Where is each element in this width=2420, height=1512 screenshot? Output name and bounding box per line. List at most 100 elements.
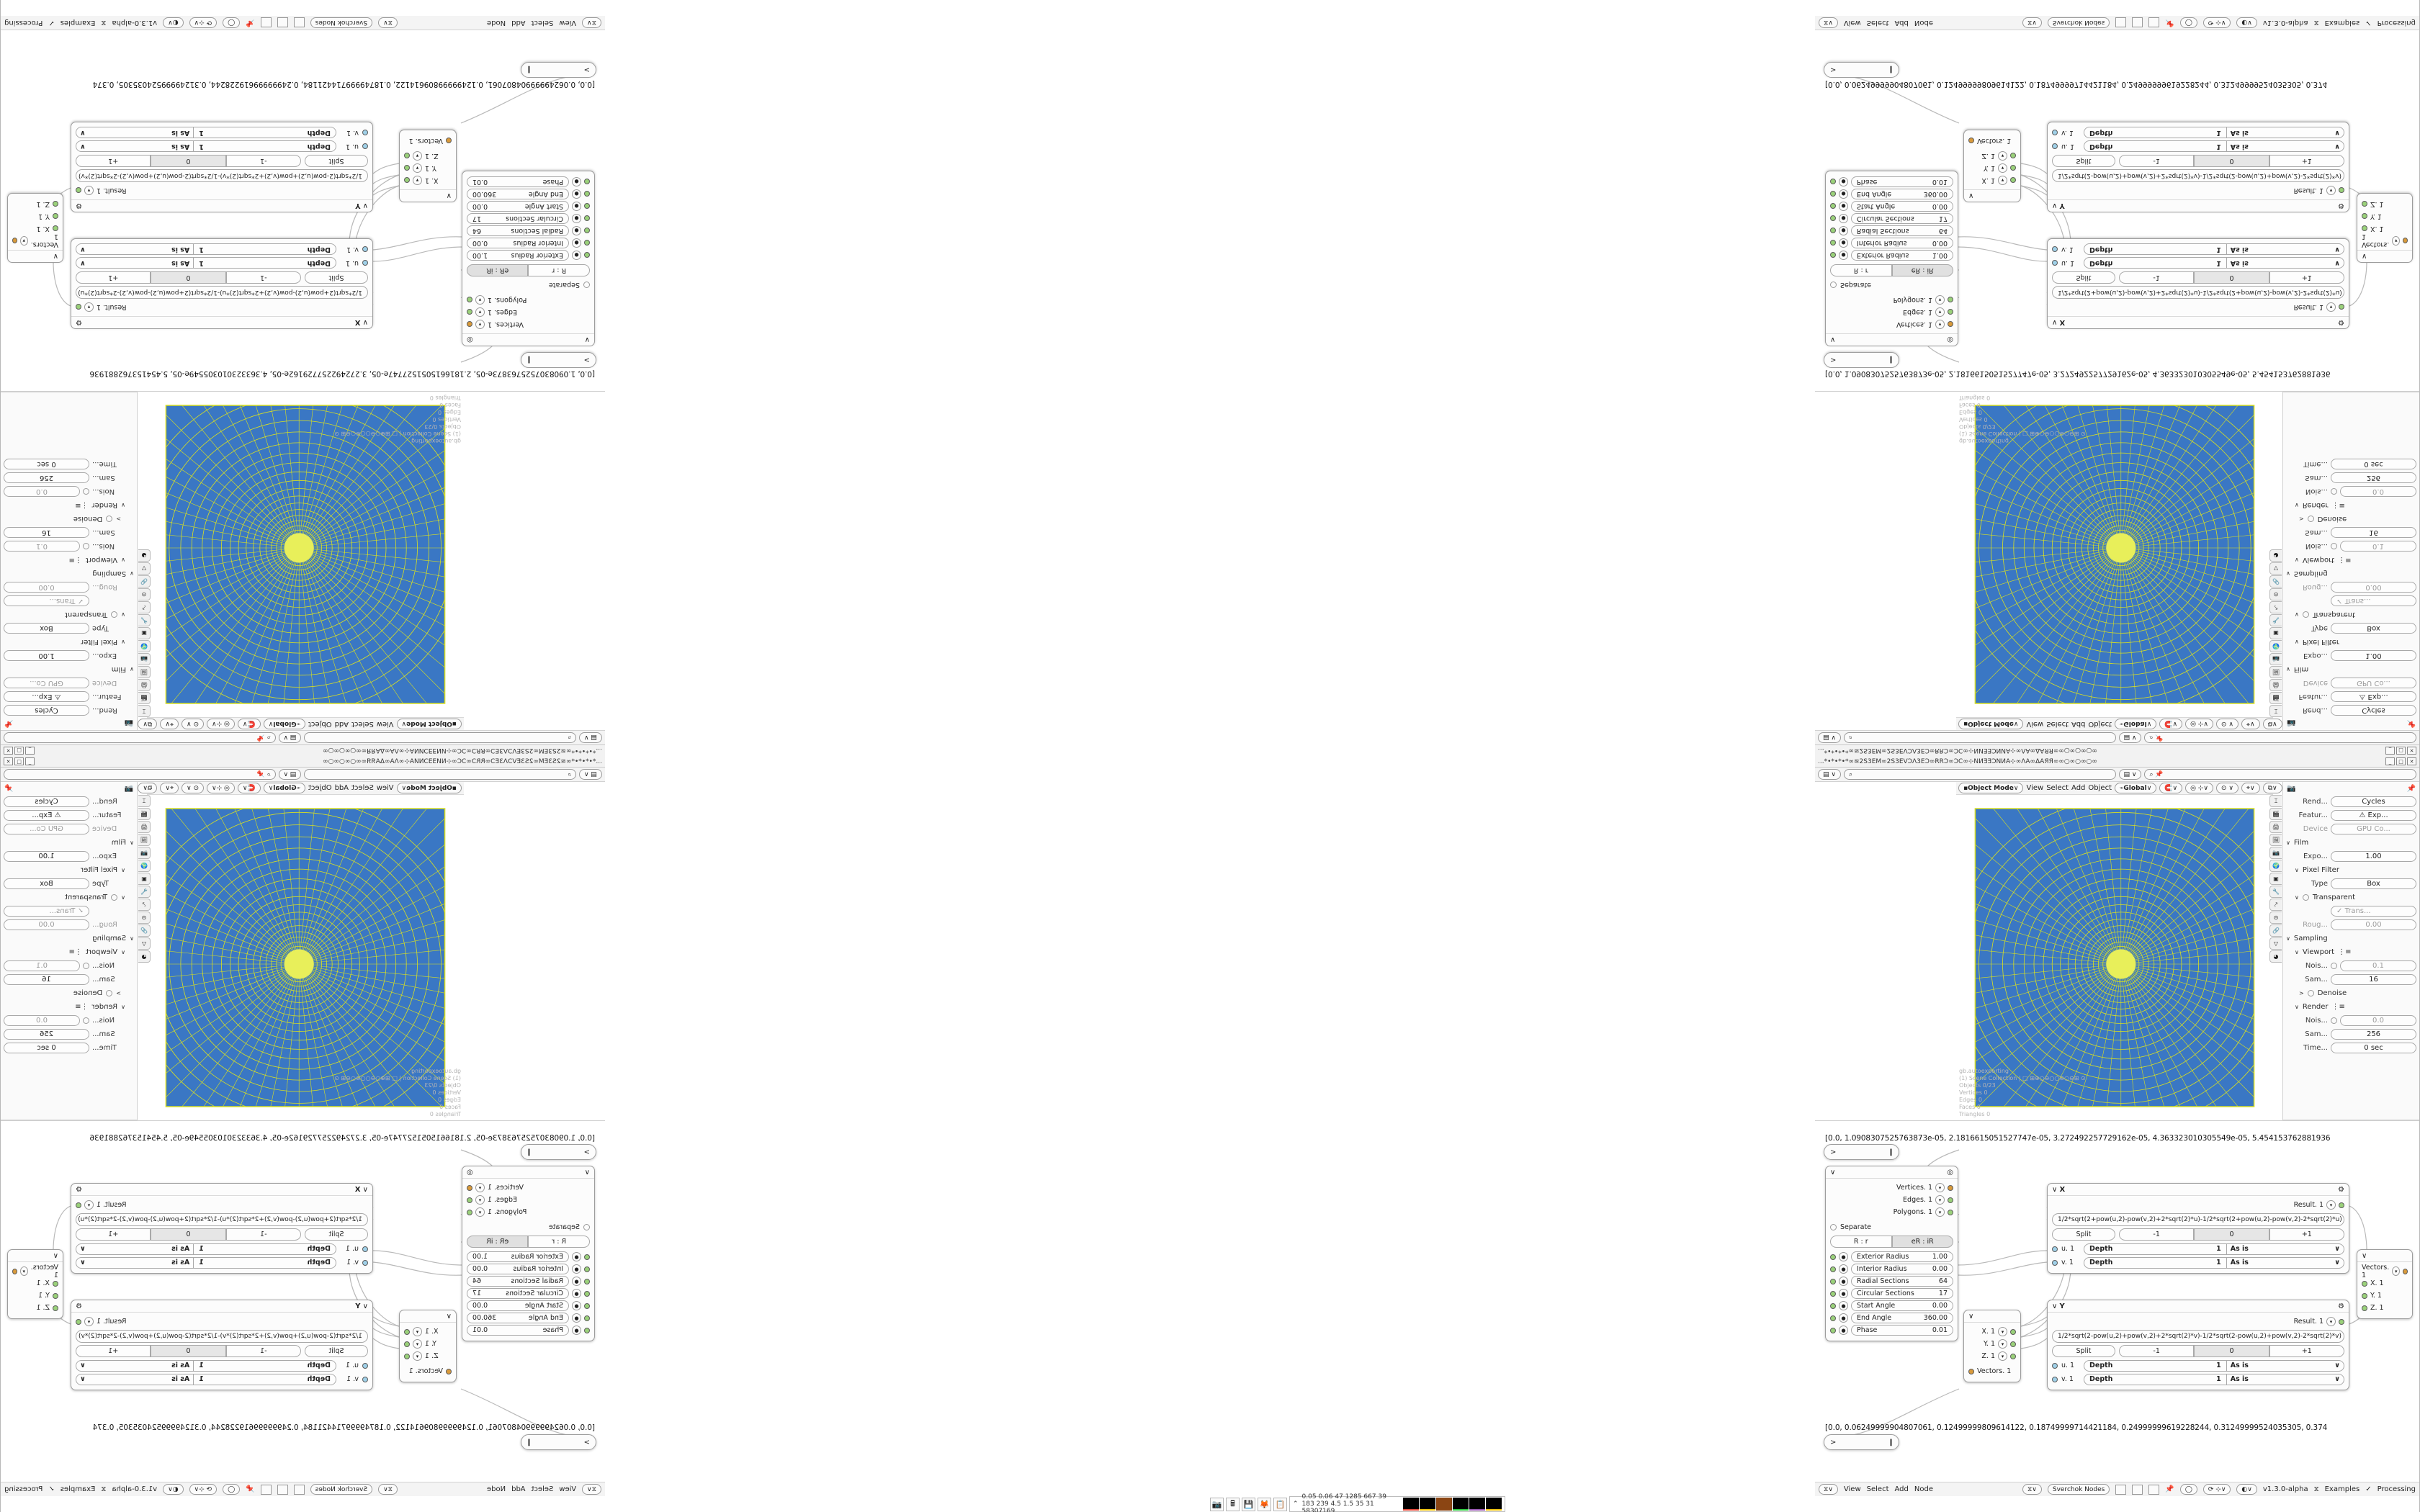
calculator-icon[interactable]: 🖩 [1226,1497,1240,1511]
formula-y-zero-q-bra[interactable]: 0 [2194,1345,2269,1357]
torus-param-value-6-q-bra[interactable]: 0.01 [1932,1326,1948,1334]
properties-tab-2[interactable]: 🖨 [2269,821,2282,833]
formula-x-u-q-bra[interactable]: u. 1 Depth 1 As is ∨ [2052,1243,2344,1255]
examples-menu-q-bra[interactable]: Examples [2324,1485,2360,1493]
chevron-down-icon-fxv-q-bra[interactable]: ∨ [2334,1259,2340,1266]
chevron-down-icon-fyv-q-bra[interactable]: ∨ [2334,1375,2340,1383]
anim-dot-0-q-bra[interactable]: ● [1839,1252,1848,1261]
viewport-canvas-q-bra[interactable] [1956,796,2273,1120]
node-editor-q-tla[interactable]: [0.0, 1.0908307525763873e-05, 2.18166150… [1,16,605,392]
editor-type-icon-q-bra[interactable]: ▤ ∨ [1818,769,1841,780]
fy-u-mode-q-bra[interactable]: As is [2230,1362,2249,1369]
node-editor-q-tra[interactable]: [0.0, 1.0908307525763873e-05, 2.18166150… [1815,16,2419,392]
vecin-y-q-bra[interactable]: Y. 1 ▾ [1968,1338,2016,1350]
mode-selector-q-bra[interactable]: ▪ Object Mode ∨ [1958,783,2024,793]
anim-dot-6-q-bra[interactable]: ● [1839,1326,1848,1335]
socket-vecout-q-bra[interactable] [2403,1268,2408,1274]
chevron-down-icon-vi-q-bra[interactable]: ∨ [1968,1312,1974,1320]
socket-y-q-bra[interactable] [2010,1341,2016,1347]
node-formula-y-q-bra[interactable]: ∨ Y ⚙ Result. 1 ▾ 1/2*sqrt(2-pow(u,2)+pow… [2047,1300,2349,1390]
chevron-down-icon-film-q-bra[interactable]: ∨ [2286,840,2290,846]
node-collapsed-top-q-bra[interactable]: > ‖ [1824,1144,1899,1160]
socket-v-x-q-bra[interactable] [2052,1259,2058,1266]
fx-u-mode-q-bra[interactable]: As is [2230,1245,2249,1253]
socket-out-x-q-bra[interactable] [2362,1280,2367,1287]
socket-result-y-q-bra[interactable] [2339,1318,2344,1325]
prop-exposure-q-bra[interactable]: Expo... 1.00 [2283,850,2419,863]
chevron-down-icon-vp-q-bra[interactable]: ∨ [2295,949,2299,955]
anim-dot-1-q-bra[interactable]: ● [1839,1264,1848,1274]
save-icon[interactable]: 💾 [1242,1497,1255,1511]
transparent-toggle-q-bra[interactable] [2302,894,2309,901]
node-vector-in-header-q-bra[interactable]: ∨ [1964,1310,2020,1323]
prop-exposure-value-q-bra[interactable]: 1.00 [2331,851,2416,862]
prop-rn-samples-value-q-bra[interactable]: 256 [2331,1029,2416,1040]
socket-z-q-bra[interactable] [2010,1353,2016,1359]
node-editor-q-bra[interactable]: [0.0, 1.0908307525763873e-05, 2.18166150… [1815,1120,2419,1496]
socket-param-2-q-bra[interactable] [1830,1278,1836,1284]
torus-param-value-2-q-bra[interactable]: 64 [1938,1277,1948,1285]
expand-icon-z-q-bra[interactable]: ▾ [1998,1351,2007,1361]
shield-icon-q-bra[interactable] [2115,1484,2127,1495]
node-menu-node-q-bra[interactable]: Node [1914,1485,1933,1493]
viewport-3d-q-tla[interactable]: gb.autoexporting (1) Scene Collection | … [147,392,464,716]
socket-out-z-q-bra[interactable] [2362,1305,2367,1311]
torus-param-value-3-q-bra[interactable]: 17 [1938,1290,1948,1297]
snap-magnet-icon-q-bra[interactable]: 🧲∨ [2159,783,2183,793]
properties-tab-column-q-bra[interactable]: ⌶ 🎬 🖨 🖼 📷 🌍 ▣ 🔧 ⤤ ⊙ 🔗 ▽ ◕ [2269,795,2283,963]
formula-x-plus1-q-bra[interactable]: +1 [2269,1228,2344,1241]
chevron-right-icon-a-q-bra[interactable]: > [1830,1148,1837,1156]
nodetree-icon-q-bra[interactable]: ⧖∨ [2022,1484,2042,1495]
socket-param-6-q-bra[interactable] [1830,1327,1836,1333]
viewport-menu-select-q-bra[interactable]: Select [2046,784,2069,792]
torus-param-5-q-bra[interactable]: ● End Angle 360.00 [1830,1312,1953,1324]
expand-icon-y-q-bra[interactable]: ▾ [1998,1339,2007,1349]
formula-y-buttons-q-bra[interactable]: Split -1 0 +1 [2052,1345,2344,1357]
properties-tab-7[interactable]: 🔧 [2269,886,2282,898]
viewport-3d-q-bla[interactable]: gb.autoexporting (1) Scene Collection | … [147,796,464,1120]
torus-param-6-q-bra[interactable]: ● Phase 0.01 [1830,1324,1953,1336]
chevron-right-icon-dn-q-bra[interactable]: > [2299,990,2304,996]
vecout-y-q-bra[interactable]: Y. 1 [2362,1290,2408,1302]
prop-vp-samples-q-bra[interactable]: Sam... 16 [2283,973,2419,986]
grip-icon-b-q-bra[interactable]: ‖ [1889,1438,1893,1446]
viewport-menu-add-q-bra[interactable]: Add [2071,784,2086,792]
update-icon-q-bra[interactable]: ⟳ ⊹∨ [2202,1484,2231,1495]
anim-dot-4-q-bra[interactable]: ● [1839,1301,1848,1310]
properties-tab-5[interactable]: 🌍 [2269,860,2282,872]
prop-rn-samples-q-bra[interactable]: Sam... 256 [2283,1027,2419,1041]
node-editor-q-bla[interactable]: [0.0, 1.0908307525763873e-05, 2.18166150… [1,1120,605,1496]
socket-polygons-q-bra[interactable] [1948,1209,1953,1215]
socket-param-0-q-bra[interactable] [1830,1254,1836,1260]
separate-toggle-q-bra[interactable] [1830,1224,1837,1230]
prop-device-q-bra[interactable]: Device GPU Co... [2283,822,2419,836]
fx-v-depth-q-bra[interactable]: 1 [2216,1259,2221,1266]
node-editor-type-icon-q-bra[interactable]: ⧖∨ [1819,1484,1838,1495]
node-menu-add-q-bra[interactable]: Add [1894,1485,1909,1493]
fy-v-depth-q-bra[interactable]: 1 [2216,1375,2221,1383]
expand-icon-e-q-bra[interactable]: ▾ [1935,1195,1945,1205]
socket-param-4-q-bra[interactable] [1830,1302,1836,1309]
torus-mode-Rr-q-bra[interactable]: R : r [1830,1236,1892,1248]
system-monitor-widget[interactable]: ⌃ 0.05 0.06 47 1285 667 39 183 239 4.5 1… [1289,1493,1505,1512]
properties-tab-8[interactable]: ⤤ [2269,899,2282,911]
vecin-out-q-bra[interactable]: Vectors. 1 [1968,1365,2016,1377]
prop-featureset-q-bra[interactable]: Featur... ⚠ Exp... [2283,809,2419,822]
anim-dot-3-q-bra[interactable]: ● [1839,1289,1848,1298]
properties-tab-9[interactable]: ⊙ [2269,912,2282,924]
nodetree-name-q-bra[interactable]: Sverchok Nodes [2047,1484,2110,1495]
viewport-menu-object-q-bra[interactable]: Object [2088,784,2112,792]
copy-icon-q-bra[interactable] [2132,1484,2143,1495]
processing-label-q-bra[interactable]: Processing [2377,1485,2416,1493]
chevron-down-icon-torus-q-bra[interactable]: ∨ [1830,1168,1836,1176]
node-menu-select-q-bra[interactable]: Select [1866,1485,1889,1493]
torus-separate-row-q-bra[interactable]: Separate [1830,1221,1953,1233]
viewport-canvas-q-bla[interactable] [147,796,464,1120]
vecin-x-q-bra[interactable]: X. 1 ▾ [1968,1326,2016,1338]
blender-topbar-q-bra[interactable]: ▤ ∨ ⌕ ▤ ∨ ⌕ 📌 [1815,768,2419,782]
close-icon-q-bra[interactable]: ✕ [2407,757,2416,765]
socket-vectors-out-q-bra[interactable] [1968,1368,1974,1374]
torus-param-1-q-bra[interactable]: ● Interior Radius 0.00 [1830,1263,1953,1275]
viewport-canvas-q-tra[interactable] [1956,392,2273,716]
properties-tab-0[interactable]: ⌶ [2269,795,2282,807]
